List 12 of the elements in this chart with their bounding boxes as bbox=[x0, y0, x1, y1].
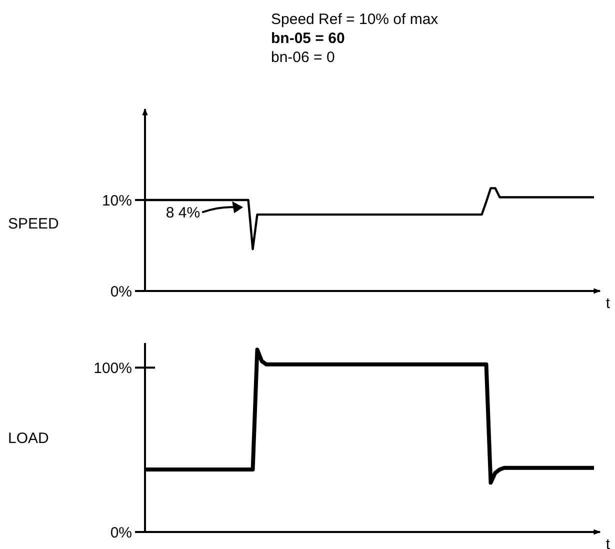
y-tick-label: 10% bbox=[102, 192, 132, 210]
y-tick-label: 100% bbox=[94, 360, 132, 377]
x-axis-title: t bbox=[606, 536, 611, 549]
x-axis-title: t bbox=[606, 295, 611, 312]
y-tick-label: 0% bbox=[110, 524, 132, 542]
text: bn-05 = 60 bbox=[271, 30, 345, 47]
y-axis-title: SPEED bbox=[8, 215, 60, 232]
y-tick-label: 0% bbox=[110, 283, 132, 300]
text: Speed Ref = 10% of max bbox=[271, 11, 439, 28]
annotation: 8 4% bbox=[166, 204, 200, 222]
y-axis-title: LOAD bbox=[8, 430, 50, 447]
text: bn-06 = 0 bbox=[271, 49, 335, 66]
